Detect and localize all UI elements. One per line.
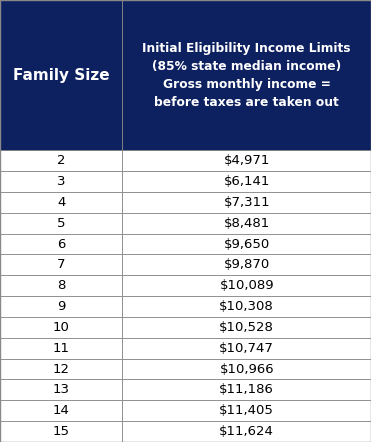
Bar (122, 275, 371, 296)
Bar (122, 317, 371, 338)
Text: 2: 2 (57, 154, 65, 167)
Text: Family Size: Family Size (13, 68, 109, 83)
Text: 3: 3 (57, 175, 65, 188)
Text: 7: 7 (57, 259, 65, 271)
Text: $10,747: $10,747 (219, 342, 274, 355)
Text: 8: 8 (57, 279, 65, 292)
Text: 10: 10 (53, 321, 70, 334)
Text: 6: 6 (57, 237, 65, 251)
Bar (0, 192, 122, 213)
Text: 13: 13 (53, 383, 70, 396)
Bar (122, 192, 371, 213)
Bar (0, 171, 122, 192)
Text: $4,971: $4,971 (223, 154, 270, 167)
Bar (0, 150, 122, 171)
Bar (122, 380, 371, 400)
Bar (0, 358, 122, 380)
Bar (0, 296, 122, 317)
Bar (122, 358, 371, 380)
Bar (122, 234, 371, 255)
Bar (122, 0, 371, 150)
Bar (122, 255, 371, 275)
Bar (0, 317, 122, 338)
Text: $6,141: $6,141 (223, 175, 270, 188)
Text: 12: 12 (53, 362, 70, 376)
Text: $8,481: $8,481 (224, 217, 270, 230)
Text: $11,624: $11,624 (219, 425, 274, 438)
Bar (122, 421, 371, 442)
Text: 14: 14 (53, 404, 70, 417)
Text: $11,186: $11,186 (219, 383, 274, 396)
Bar (122, 400, 371, 421)
Bar (0, 275, 122, 296)
Bar (122, 150, 371, 171)
Bar (0, 380, 122, 400)
Text: 15: 15 (53, 425, 70, 438)
Bar (0, 338, 122, 358)
Bar (122, 171, 371, 192)
Text: $9,650: $9,650 (224, 237, 270, 251)
Text: $9,870: $9,870 (224, 259, 270, 271)
Text: $10,528: $10,528 (219, 321, 274, 334)
Text: 4: 4 (57, 196, 65, 209)
Bar (122, 213, 371, 234)
Text: $11,405: $11,405 (219, 404, 274, 417)
Text: $10,089: $10,089 (219, 279, 274, 292)
Bar (0, 421, 122, 442)
Text: $10,308: $10,308 (219, 300, 274, 313)
Bar (0, 234, 122, 255)
Bar (0, 400, 122, 421)
Bar (122, 338, 371, 358)
Bar (0, 0, 122, 150)
Text: 11: 11 (53, 342, 70, 355)
Text: Initial Eligibility Income Limits
(85% state median income)
Gross monthly income: Initial Eligibility Income Limits (85% s… (142, 42, 351, 109)
Bar (0, 255, 122, 275)
Text: 9: 9 (57, 300, 65, 313)
Text: 5: 5 (57, 217, 65, 230)
Bar (0, 213, 122, 234)
Text: $10,966: $10,966 (219, 362, 274, 376)
Text: $7,311: $7,311 (223, 196, 270, 209)
Bar (122, 296, 371, 317)
